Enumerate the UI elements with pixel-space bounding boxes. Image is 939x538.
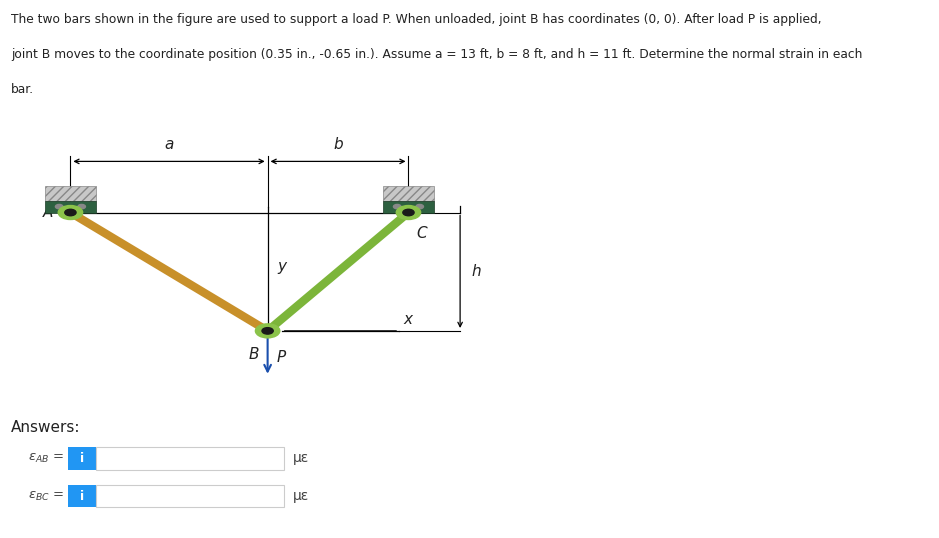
Text: με: με — [293, 489, 309, 503]
Text: i: i — [80, 490, 84, 502]
Text: B: B — [248, 347, 259, 362]
Circle shape — [78, 204, 85, 209]
Circle shape — [396, 206, 421, 220]
Circle shape — [65, 209, 76, 216]
Circle shape — [255, 324, 280, 338]
FancyBboxPatch shape — [68, 485, 96, 507]
Circle shape — [403, 209, 414, 216]
Text: A: A — [43, 205, 54, 220]
Bar — [383, 201, 434, 213]
Circle shape — [55, 204, 63, 209]
Circle shape — [416, 204, 423, 209]
Text: P: P — [277, 350, 286, 365]
Text: The two bars shown in the figure are used to support a load P. When unloaded, jo: The two bars shown in the figure are use… — [11, 13, 822, 26]
Text: joint B moves to the coordinate position (0.35 in., -0.65 in.). Assume a = 13 ft: joint B moves to the coordinate position… — [11, 48, 863, 61]
Bar — [45, 201, 97, 213]
Bar — [383, 186, 434, 201]
Text: bar.: bar. — [11, 83, 35, 96]
Text: Answers:: Answers: — [11, 420, 81, 435]
Text: $\varepsilon_{BC}$ =: $\varepsilon_{BC}$ = — [27, 490, 64, 502]
FancyBboxPatch shape — [68, 447, 96, 470]
Text: C: C — [416, 226, 426, 241]
Circle shape — [58, 206, 83, 220]
Circle shape — [393, 204, 401, 209]
Text: a: a — [164, 137, 174, 152]
Text: h: h — [471, 264, 481, 279]
Text: x: x — [404, 312, 413, 327]
Text: b: b — [333, 137, 343, 152]
Bar — [45, 186, 97, 201]
Text: με: με — [293, 451, 309, 465]
FancyBboxPatch shape — [96, 447, 284, 470]
Text: y: y — [277, 259, 286, 274]
Text: $\varepsilon_{AB}$ =: $\varepsilon_{AB}$ = — [28, 452, 64, 465]
FancyBboxPatch shape — [96, 485, 284, 507]
Circle shape — [262, 328, 273, 334]
Text: i: i — [80, 452, 84, 465]
